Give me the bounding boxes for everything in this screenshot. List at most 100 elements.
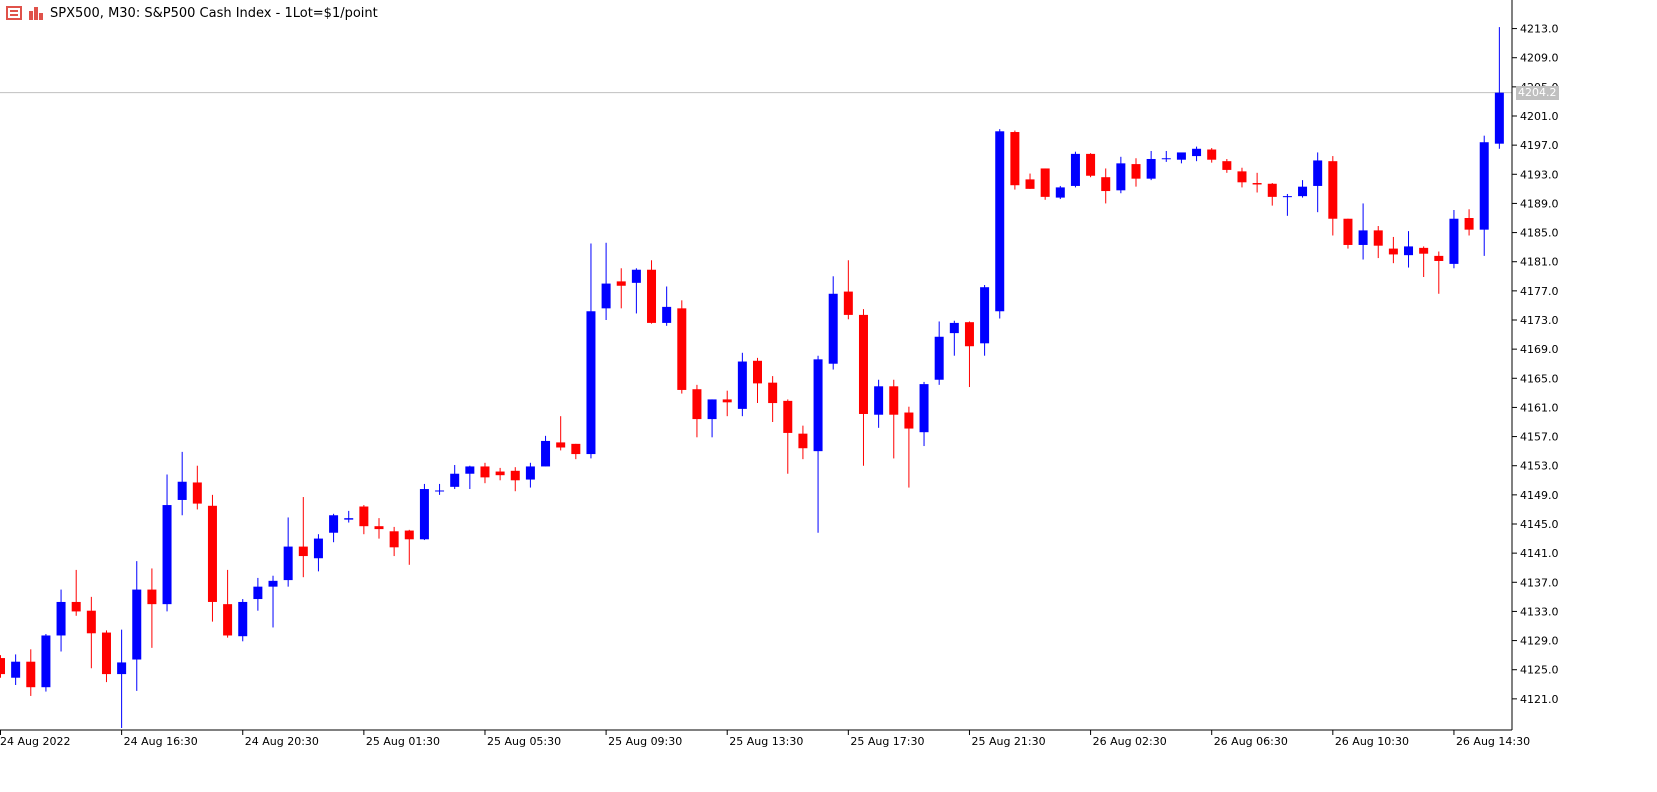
candle-bull[interactable]	[813, 355, 823, 533]
candle-bear[interactable]	[1434, 251, 1444, 294]
candle-bull[interactable]	[238, 599, 248, 642]
candle-bull[interactable]	[1192, 146, 1202, 162]
candle-bull[interactable]	[344, 510, 354, 523]
candle-bull[interactable]	[450, 464, 460, 490]
candle-bear[interactable]	[904, 406, 914, 488]
candle-bear[interactable]	[495, 467, 505, 481]
candle-bull[interactable]	[162, 474, 172, 612]
candle-bear[interactable]	[556, 416, 566, 451]
candle-bear[interactable]	[1464, 209, 1474, 236]
candle-bull[interactable]	[1298, 180, 1308, 198]
candle-bear[interactable]	[1373, 226, 1383, 259]
candle-bull[interactable]	[419, 483, 429, 541]
candle-bull[interactable]	[601, 242, 611, 320]
candle-bear[interactable]	[1328, 156, 1338, 236]
candle-bull[interactable]	[1116, 156, 1126, 194]
candle-bear[interactable]	[207, 494, 217, 622]
candle-bear[interactable]	[768, 376, 778, 422]
candle-bear[interactable]	[647, 260, 657, 324]
candle-bear[interactable]	[298, 497, 308, 578]
candle-bear[interactable]	[1131, 158, 1141, 187]
candle-bull[interactable]	[874, 379, 884, 428]
candle-bear[interactable]	[147, 568, 157, 648]
candle-bull[interactable]	[949, 320, 959, 356]
candle-bear[interactable]	[1388, 236, 1398, 264]
candle-bear[interactable]	[677, 300, 687, 394]
candle-bull[interactable]	[268, 575, 278, 628]
candle-bull[interactable]	[41, 634, 51, 692]
candle-bear[interactable]	[692, 384, 702, 438]
candle-bear[interactable]	[798, 425, 808, 460]
candle-bull[interactable]	[995, 129, 1005, 319]
candle-bear[interactable]	[510, 467, 520, 492]
candle-bull[interactable]	[919, 381, 929, 447]
candle-bear[interactable]	[1222, 158, 1232, 173]
candle-bull[interactable]	[313, 534, 323, 572]
candle-bull[interactable]	[541, 435, 551, 467]
candle-bear[interactable]	[0, 655, 5, 678]
candle-bull[interactable]	[329, 513, 339, 543]
candle-bear[interactable]	[359, 505, 369, 535]
candle-bull[interactable]	[177, 451, 187, 516]
candle-bull[interactable]	[707, 399, 717, 438]
candle-bear[interactable]	[1343, 218, 1353, 249]
candle-bull[interactable]	[1055, 185, 1065, 200]
candle-bear[interactable]	[389, 526, 399, 557]
candle-bull[interactable]	[465, 465, 475, 490]
candle-bear[interactable]	[374, 518, 384, 539]
candle-bull[interactable]	[828, 276, 838, 370]
candle-bull[interactable]	[253, 577, 263, 611]
candle-bull[interactable]	[1479, 135, 1489, 256]
candle-bear[interactable]	[26, 649, 36, 696]
candle-bull[interactable]	[1282, 193, 1292, 216]
candle-bear[interactable]	[858, 309, 868, 466]
candle-bear[interactable]	[1010, 130, 1020, 190]
candle-bull[interactable]	[1494, 27, 1504, 149]
candle-bear[interactable]	[783, 399, 793, 474]
candle-bear[interactable]	[101, 630, 111, 683]
candle-bear[interactable]	[1419, 246, 1429, 278]
candle-bear[interactable]	[1040, 168, 1050, 200]
candle-bull[interactable]	[1358, 203, 1368, 260]
candle-bear[interactable]	[571, 443, 581, 460]
candle-bear[interactable]	[1086, 153, 1096, 178]
candle-bear[interactable]	[722, 390, 732, 417]
candle-bull[interactable]	[631, 268, 641, 314]
candle-bear[interactable]	[223, 569, 233, 638]
candle-bear[interactable]	[889, 379, 899, 459]
candle-bull[interactable]	[1070, 151, 1080, 188]
candle-bull[interactable]	[1313, 152, 1323, 213]
candle-bear[interactable]	[404, 529, 414, 565]
candle-bull[interactable]	[283, 517, 293, 587]
candle-bear[interactable]	[753, 357, 762, 404]
candle-bull[interactable]	[1161, 150, 1171, 162]
candle-bear[interactable]	[480, 462, 490, 484]
candle-bull[interactable]	[586, 243, 596, 459]
candle-bear[interactable]	[1267, 183, 1277, 206]
candle-bull[interactable]	[737, 352, 747, 417]
candle-bear[interactable]	[1025, 173, 1035, 189]
candle-bear[interactable]	[1207, 148, 1217, 163]
candle-bull[interactable]	[934, 321, 944, 385]
candle-bull[interactable]	[980, 285, 990, 356]
chart-bars-icon[interactable]	[28, 6, 44, 20]
candle-bull[interactable]	[435, 483, 445, 495]
candle-bull[interactable]	[132, 561, 142, 691]
candle-bear[interactable]	[192, 465, 202, 510]
candle-bull[interactable]	[1449, 209, 1459, 269]
candle-bear[interactable]	[1237, 167, 1247, 188]
candle-bear[interactable]	[86, 596, 96, 669]
candle-bull[interactable]	[56, 589, 66, 652]
candle-bull[interactable]	[1176, 152, 1186, 164]
candle-bear[interactable]	[71, 569, 81, 616]
candle-bull[interactable]	[525, 462, 535, 488]
candle-bull[interactable]	[662, 286, 672, 326]
candle-bear[interactable]	[843, 260, 853, 320]
candle-bear[interactable]	[616, 268, 626, 309]
candle-bull[interactable]	[1404, 231, 1414, 268]
candle-bear[interactable]	[1252, 172, 1262, 193]
candle-bull[interactable]	[1146, 150, 1156, 181]
candle-bear[interactable]	[964, 321, 974, 388]
